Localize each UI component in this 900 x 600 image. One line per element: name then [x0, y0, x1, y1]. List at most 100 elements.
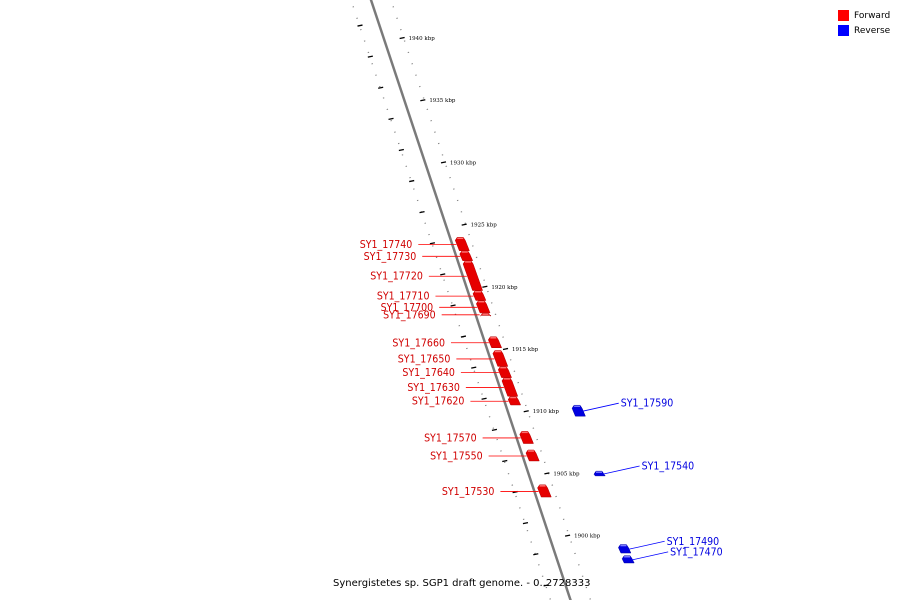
legend-item-forward[interactable]: Forward [838, 8, 898, 23]
strand-legend: Forward Reverse [838, 8, 898, 38]
genome-backbone-line [369, 0, 572, 600]
gene-label-SY1_17490[interactable]: SY1_17490 [667, 536, 720, 548]
gene-leader-line [582, 402, 619, 412]
gene-label-SY1_17530[interactable]: SY1_17530 [442, 486, 495, 498]
minor-tick [429, 242, 436, 245]
gene-label-SY1_17650[interactable]: SY1_17650 [398, 353, 451, 365]
legend-item-reverse[interactable]: Reverse [838, 23, 898, 38]
minor-tick [378, 86, 384, 89]
minor-tick [491, 428, 498, 431]
gene-label-SY1_17590[interactable]: SY1_17590 [621, 398, 674, 410]
minor-tick [419, 211, 425, 214]
minor-tick [522, 522, 529, 525]
gene-SY1_17640[interactable] [497, 366, 512, 378]
gene-leader-line [603, 465, 640, 475]
forward-gene-shape [525, 449, 540, 462]
forward-gene-shape [501, 377, 519, 397]
gene-label-SY1_17700[interactable]: SY1_17700 [381, 302, 434, 314]
minor-tick [533, 553, 539, 556]
gene-SY1_17630[interactable] [501, 377, 519, 397]
gene-SY1_17590[interactable] [571, 404, 586, 417]
gene-SY1_17470[interactable] [621, 555, 635, 564]
legend-forward-label: Forward [854, 10, 891, 21]
forward-gene-shape [462, 260, 483, 291]
legend-reverse-label: Reverse [854, 25, 891, 36]
minor-tick [450, 304, 456, 307]
genome-caption: Synergistetes sp. SGP1 draft genome. - 0… [333, 578, 591, 589]
forward-gene-shape [459, 250, 474, 261]
forward-gene-shape [454, 237, 470, 251]
gene-SY1_17690[interactable] [480, 312, 492, 317]
gene-SY1_17550[interactable] [525, 449, 540, 462]
gene-label-SY1_17620[interactable]: SY1_17620 [412, 396, 465, 408]
minor-tick [460, 335, 467, 338]
major-tick [523, 410, 529, 413]
major-tick [482, 285, 488, 288]
forward-gene-shape [507, 396, 522, 406]
gene-SY1_17620[interactable] [507, 396, 522, 406]
gene-SY1_17710[interactable] [472, 290, 487, 301]
gene-SY1_17650[interactable] [492, 350, 509, 367]
forward-gene-shape [519, 431, 534, 444]
gene-label-SY1_17730[interactable]: SY1_17730 [364, 251, 417, 263]
minor-tick [502, 459, 508, 463]
major-tick [399, 36, 405, 40]
tick-label: 1940 kbp [409, 36, 436, 42]
major-tick [440, 161, 447, 164]
gene-SY1_17720[interactable] [462, 260, 483, 291]
reverse-color-swatch [838, 25, 849, 36]
gene-SY1_17570[interactable] [519, 431, 534, 444]
minor-tick [440, 273, 446, 276]
minor-tick [357, 24, 363, 27]
gene-label-SY1_17540[interactable]: SY1_17540 [642, 461, 695, 473]
major-tick [461, 223, 467, 226]
tick-label: 1905 kbp [553, 471, 580, 477]
forward-gene-shape [537, 484, 552, 498]
gene-label-SY1_17630[interactable]: SY1_17630 [407, 382, 460, 394]
gene-SY1_17540[interactable] [593, 470, 606, 477]
forward-gene-shape [497, 366, 512, 378]
forward-gene-shape [476, 300, 491, 314]
reverse-gene-shape [618, 544, 632, 554]
gene-SY1_17700[interactable] [476, 300, 491, 314]
gene-labels: SY1_17740SY1_17730SY1_17720SY1_17710SY1_… [360, 239, 723, 561]
tick-label: 1900 kbp [574, 534, 601, 540]
forward-gene-shape [492, 350, 509, 367]
tick-label: 1910 kbp [533, 409, 560, 415]
gene-label-SY1_17470[interactable]: SY1_17470 [670, 546, 723, 558]
gene-label-SY1_17570[interactable]: SY1_17570 [424, 432, 477, 444]
minor-tick [388, 117, 394, 120]
gene-label-SY1_17550[interactable]: SY1_17550 [430, 450, 483, 462]
forward-color-swatch [838, 10, 849, 21]
major-tick [502, 347, 509, 351]
reverse-gene-shape [621, 555, 635, 564]
reverse-gene-shape [571, 404, 586, 417]
gene-label-SY1_17690[interactable]: SY1_17690 [383, 309, 436, 321]
forward-gene-shape [472, 290, 487, 301]
gene-SY1_17740[interactable] [454, 237, 470, 251]
tick-label: 1935 kbp [429, 98, 456, 104]
major-tick [544, 472, 550, 475]
gene-label-SY1_17660[interactable]: SY1_17660 [392, 337, 445, 349]
major-tick [420, 99, 426, 102]
minor-tick [543, 584, 549, 587]
tick-label: 1930 kbp [450, 160, 477, 166]
major-tick [564, 534, 571, 537]
gene-label-SY1_17710[interactable]: SY1_17710 [377, 291, 430, 303]
gene-SY1_17530[interactable] [537, 484, 552, 498]
gene-leader-line [632, 551, 669, 561]
gene-label-SY1_17640[interactable]: SY1_17640 [402, 367, 455, 379]
minor-tick [398, 148, 404, 152]
tick-label: 1920 kbp [491, 285, 518, 291]
gene-SY1_17490[interactable] [618, 544, 632, 554]
scale-ticks: 1940 kbp 1935 kbp 1930 kbp 1925 kbp 1920 kbp… [357, 24, 601, 587]
gene-SY1_17730[interactable] [459, 250, 474, 261]
gene-label-SY1_17740[interactable]: SY1_17740 [360, 239, 413, 251]
gene-label-SY1_17720[interactable]: SY1_17720 [370, 271, 423, 283]
forward-gene-shape [488, 336, 503, 349]
gene-SY1_17660[interactable] [488, 336, 503, 349]
minor-tick [471, 366, 477, 369]
tick-label: 1925 kbp [471, 223, 498, 229]
minor-tick [367, 55, 373, 58]
